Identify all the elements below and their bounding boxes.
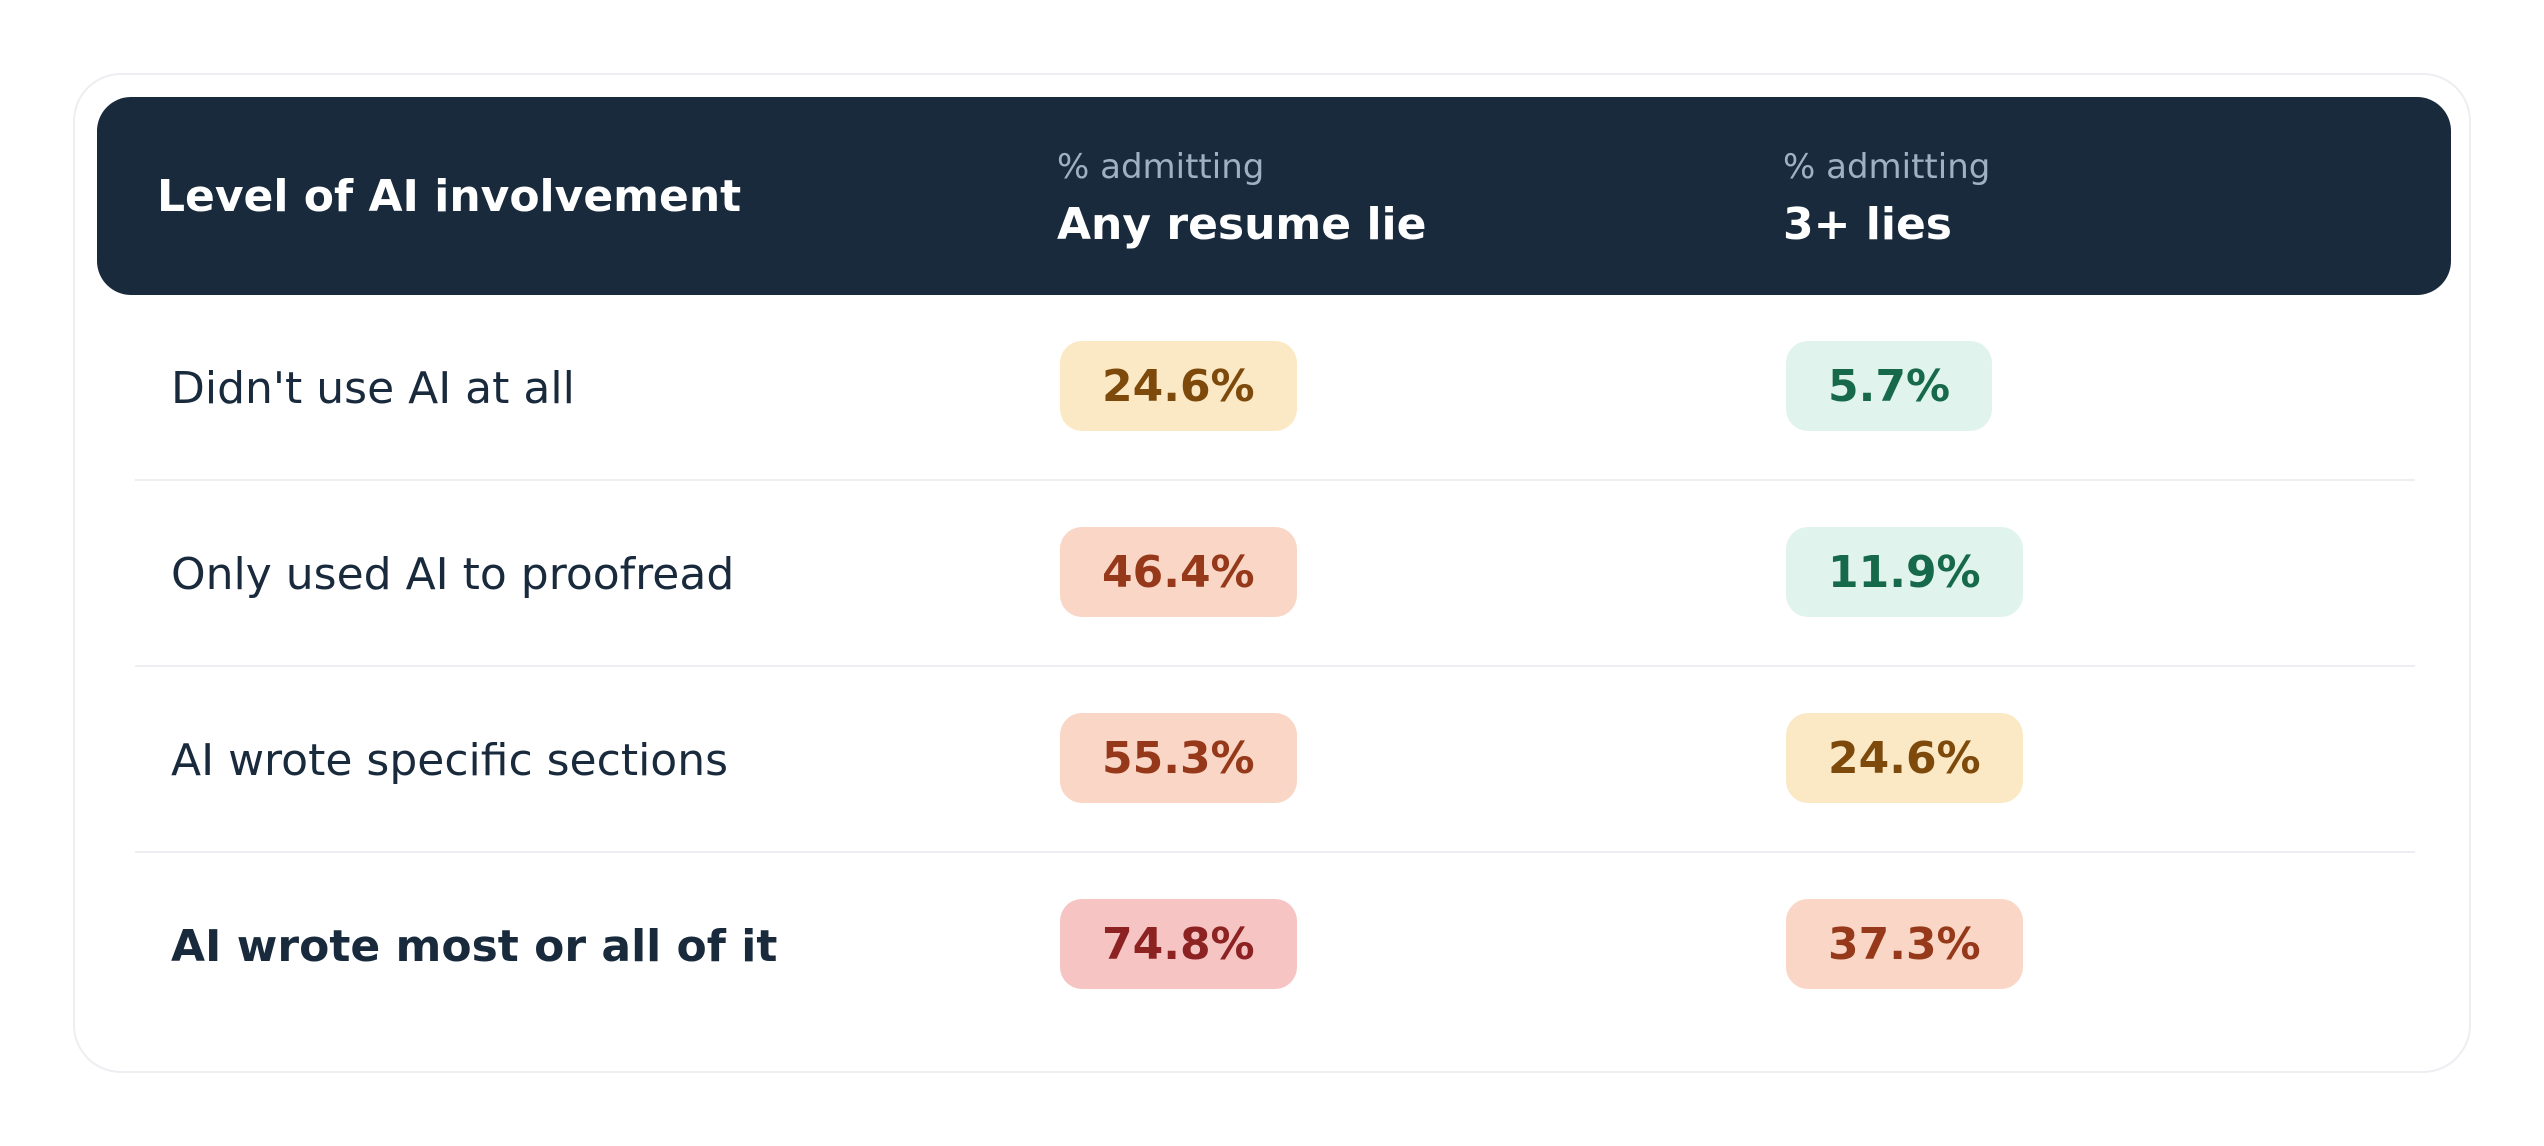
header-column-three-plus-lies: % admitting 3+ lies (1783, 145, 1990, 253)
table-row: Didn't use AI at all 24.6% 5.7% (135, 295, 2415, 481)
value-pill: 24.6% (1786, 713, 2023, 803)
row-label: AI wrote specific sections (171, 734, 729, 786)
row-label: Didn't use AI at all (171, 362, 575, 414)
header-column-any-lie: % admitting Any resume lie (1057, 145, 1426, 253)
value-pill: 24.6% (1060, 341, 1297, 431)
value-pill: 46.4% (1060, 527, 1297, 617)
table-row: AI wrote specific sections 55.3% 24.6% (135, 667, 2415, 853)
table-header: Level of AI involvement % admitting Any … (97, 97, 2451, 295)
header-column-subtitle: % admitting (1783, 147, 1991, 187)
header-column-title: 3+ lies (1783, 199, 1952, 250)
value-pill: 5.7% (1786, 341, 1993, 431)
value-pill: 11.9% (1786, 527, 2023, 617)
table-card: Level of AI involvement % admitting Any … (73, 73, 2471, 1073)
value-pill: 74.8% (1060, 899, 1297, 989)
row-divider (135, 665, 2415, 667)
row-divider (135, 851, 2415, 853)
row-label: AI wrote most or all of it (171, 920, 778, 972)
value-pill: 55.3% (1060, 713, 1297, 803)
row-divider (135, 479, 2415, 481)
header-column-subtitle: % admitting (1057, 147, 1265, 187)
table-row: AI wrote most or all of it 74.8% 37.3% (135, 853, 2415, 1039)
value-pill: 37.3% (1786, 899, 2023, 989)
header-column-title: Any resume lie (1057, 199, 1427, 250)
row-label: Only used AI to proofread (171, 548, 735, 600)
header-row-label: Level of AI involvement (157, 170, 742, 222)
table-row: Only used AI to proofread 46.4% 11.9% (135, 481, 2415, 667)
